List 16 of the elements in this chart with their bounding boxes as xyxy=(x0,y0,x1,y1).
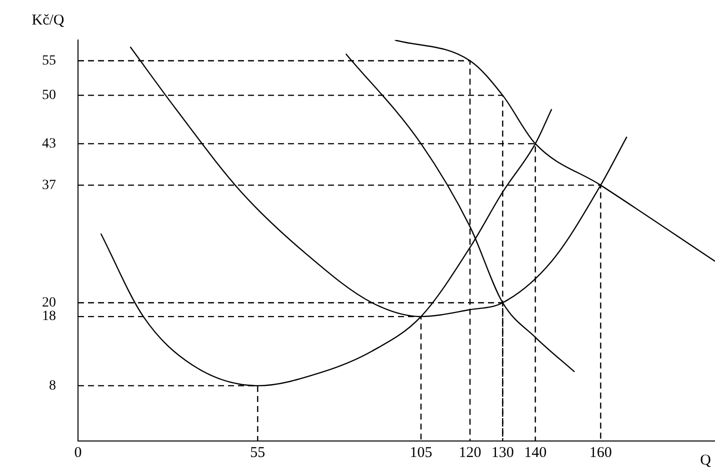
y-tick-label: 8 xyxy=(49,378,56,394)
y-tick-label: 37 xyxy=(42,178,56,193)
x-tick-label: 120 xyxy=(458,444,482,461)
x-tick-label: 105 xyxy=(410,444,432,461)
x-tick-label: 0 xyxy=(74,444,82,461)
x-tick-label: 130 xyxy=(491,444,514,461)
x-tick-label: 160 xyxy=(589,444,612,461)
y-tick-label: 20 xyxy=(42,295,56,310)
x-axis-title: Q xyxy=(700,452,712,468)
y-axis-title: Kč/Q xyxy=(32,12,64,28)
x-tick-label: 140 xyxy=(524,444,547,461)
y-tick-label: 43 xyxy=(42,136,56,152)
x-tick-label: 55 xyxy=(250,444,266,461)
y-tick-label: 55 xyxy=(42,53,56,68)
y-tick-label: 50 xyxy=(42,88,56,103)
y-tick-label: 18 xyxy=(42,309,56,324)
